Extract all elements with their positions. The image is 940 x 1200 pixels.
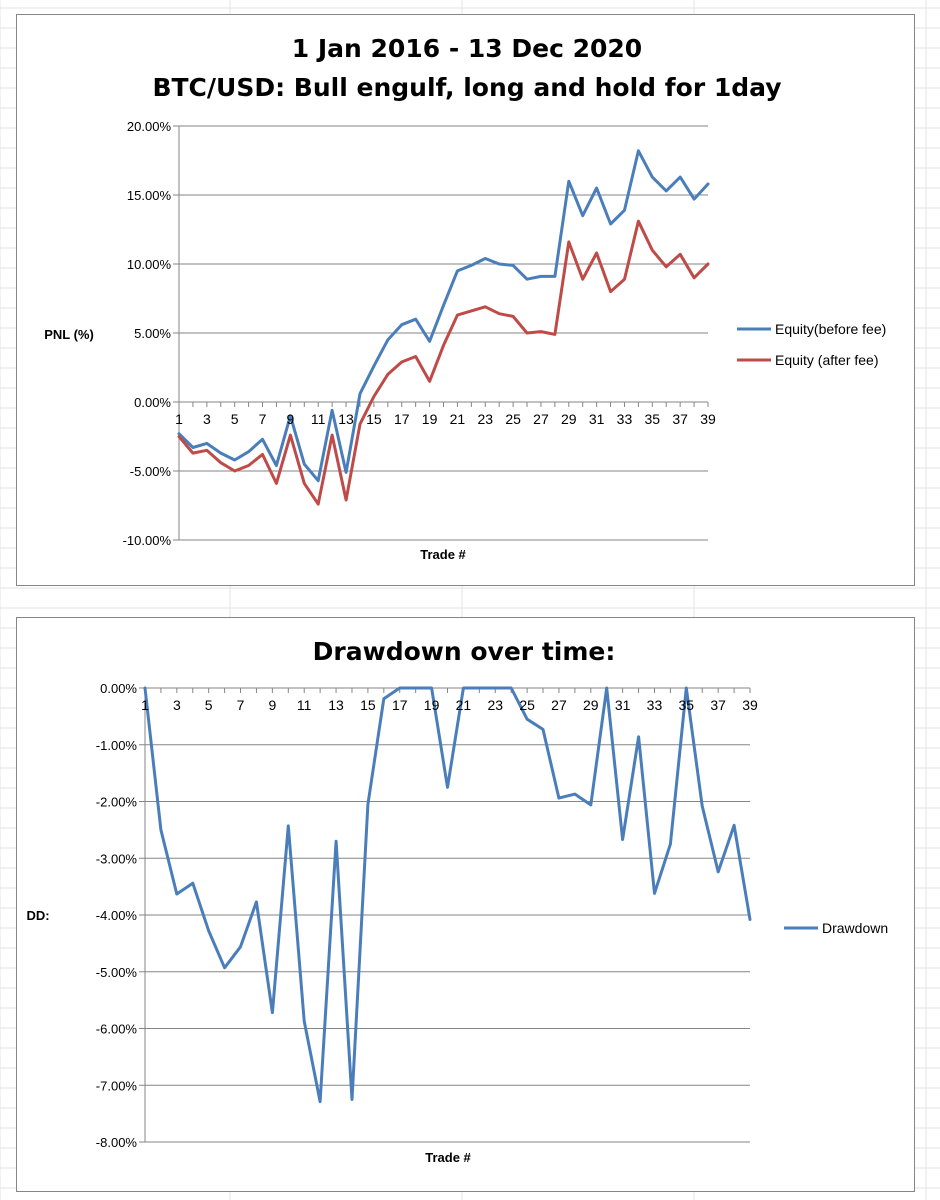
dd-x-tick-label: 27	[551, 697, 567, 713]
pnl-y-tick-label: 15.00%	[127, 188, 172, 203]
pnl-chart-subtitle: BTC/USD: Bull engulf, long and hold for …	[152, 73, 781, 102]
dd-x-tick-label: 19	[424, 697, 440, 713]
dd-x-tick-label: 5	[205, 697, 213, 713]
drawdown-chart[interactable]: Drawdown over time: DD: Trade # 0.00% -1.…	[16, 617, 915, 1192]
pnl-x-tick-label: 3	[203, 411, 211, 427]
pnl-chart-svg: 1 Jan 2016 - 13 Dec 2020 BTC/USD: Bull e…	[44, 34, 887, 562]
pnl-chart[interactable]: 1 Jan 2016 - 13 Dec 2020 BTC/USD: Bull e…	[16, 14, 915, 586]
dd-y-tick-label: -8.00%	[96, 1135, 138, 1150]
dd-y-tick-label: -7.00%	[96, 1078, 138, 1093]
pnl-plot-area: 20.00% 15.00% 10.00% 5.00% 0.00% -5.00% -10.00…	[123, 119, 887, 548]
dd-legend-label-1: Drawdown	[822, 920, 888, 936]
pnl-x-tick-label: 23	[477, 411, 493, 427]
dd-y-axis-label: DD:	[26, 908, 49, 923]
pnl-x-tick-label: 39	[700, 411, 716, 427]
dd-y-tick-label: -1.00%	[96, 738, 138, 753]
dd-x-tick-label: 15	[360, 697, 376, 713]
pnl-x-tick-label: 7	[259, 411, 267, 427]
dd-x-axis-label: Trade #	[425, 1150, 471, 1165]
pnl-x-tick-label: 17	[394, 411, 410, 427]
dd-plot-area: 0.00% -1.00% -2.00% -3.00% -4.00% -5.00% -6.00…	[96, 681, 888, 1150]
dd-x-tick-label: 39	[742, 697, 758, 713]
pnl-x-tick-label: 13	[338, 411, 354, 427]
drawdown-chart-svg: Drawdown over time: DD: Trade # 0.00% -1.…	[26, 637, 888, 1165]
pnl-y-tick-label: 0.00%	[134, 395, 171, 410]
pnl-x-tick-label: 11	[311, 411, 326, 427]
pnl-x-tick-label: 37	[672, 411, 688, 427]
pnl-legend-label-1: Equity(before fee)	[775, 321, 886, 337]
dd-y-tick-label: -4.00%	[96, 908, 138, 923]
dd-x-tick-label: 25	[519, 697, 535, 713]
dd-x-tick-label: 7	[237, 697, 245, 713]
pnl-x-tick-label: 27	[533, 411, 549, 427]
dd-x-tick-label: 37	[710, 697, 726, 713]
pnl-x-tick-label: 25	[505, 411, 521, 427]
pnl-x-tick-label: 21	[450, 411, 466, 427]
pnl-y-axis-label: PNL (%)	[44, 327, 94, 342]
pnl-x-tick-label: 35	[645, 411, 661, 427]
dd-x-tick-label: 1	[141, 697, 149, 713]
drawdown-chart-title: Drawdown over time:	[313, 637, 616, 666]
pnl-x-tick-label: 29	[561, 411, 577, 427]
pnl-x-axis-label: Trade #	[420, 547, 466, 562]
dd-y-tick-label: -6.00%	[96, 1022, 138, 1037]
pnl-y-tick-label: 5.00%	[134, 326, 171, 341]
dd-x-tick-label: 29	[583, 697, 599, 713]
pnl-y-tick-label: 20.00%	[127, 119, 172, 134]
pnl-y-tick-label: 10.00%	[127, 257, 172, 272]
pnl-x-tick-label: 19	[422, 411, 438, 427]
dd-y-tick-label: -3.00%	[96, 851, 138, 866]
pnl-x-tick-label: 1	[175, 411, 183, 427]
dd-series-line-1	[143, 686, 752, 1104]
pnl-y-tick-label: -10.00%	[123, 533, 172, 548]
dd-x-tick-label: 23	[487, 697, 503, 713]
pnl-y-tick-label: -5.00%	[130, 464, 172, 479]
dd-x-tick-label: 21	[456, 697, 472, 713]
pnl-legend-label-2: Equity (after fee)	[775, 352, 879, 368]
pnl-series-line-2	[177, 219, 710, 506]
pnl-chart-title: 1 Jan 2016 - 13 Dec 2020	[292, 34, 642, 63]
pnl-x-tick-label: 15	[366, 411, 382, 427]
dd-x-tick-label: 31	[615, 697, 631, 713]
pnl-x-tick-label: 33	[617, 411, 633, 427]
dd-x-tick-label: 17	[392, 697, 408, 713]
pnl-x-tick-label: 5	[231, 411, 239, 427]
pnl-x-tick-label: 31	[589, 411, 605, 427]
dd-y-tick-label: -5.00%	[96, 965, 138, 980]
dd-x-tick-label: 33	[647, 697, 663, 713]
dd-x-tick-label: 35	[679, 697, 695, 713]
dd-x-tick-label: 9	[268, 697, 276, 713]
pnl-series-line-1	[177, 149, 710, 483]
pnl-x-tick-label: 9	[286, 411, 294, 427]
dd-x-tick-label: 11	[297, 697, 312, 713]
dd-x-tick-label: 13	[328, 697, 344, 713]
dd-y-tick-label: -2.00%	[96, 795, 138, 810]
dd-y-tick-label: 0.00%	[100, 681, 137, 696]
dd-x-tick-label: 3	[173, 697, 181, 713]
